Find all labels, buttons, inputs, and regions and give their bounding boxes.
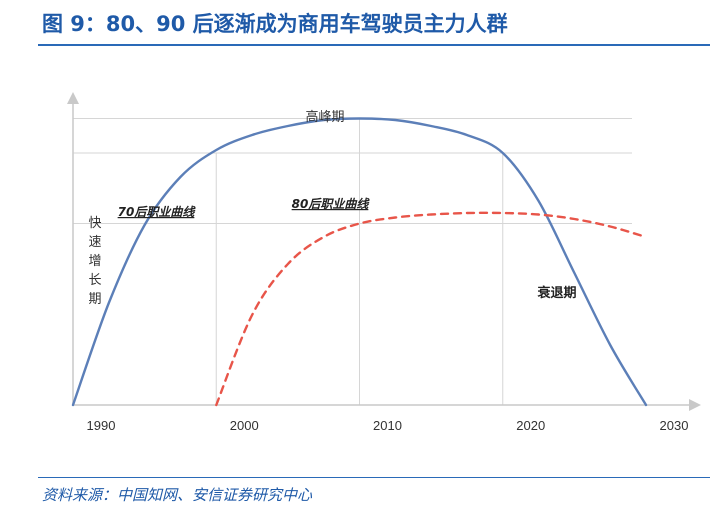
figure-title: 图 9：80、90 后逐渐成为商用车驾驶员主力人群 xyxy=(42,12,508,36)
axes xyxy=(67,92,701,411)
curve70-label: 70后职业曲线 xyxy=(118,205,197,219)
curve80-label: 80后职业曲线 xyxy=(292,197,371,211)
x-tick-2010: 2010 xyxy=(373,418,402,433)
growth-char-2: 增 xyxy=(88,254,101,269)
x-tick-1990: 1990 xyxy=(87,418,116,433)
series xyxy=(71,117,648,407)
gridlines xyxy=(73,118,632,405)
source-divider xyxy=(38,477,710,478)
title-divider xyxy=(38,44,710,46)
growth-char-1: 速 xyxy=(88,235,101,250)
x-tick-labels: 1990 2000 2010 2020 2030 xyxy=(87,418,689,433)
series-line-0 xyxy=(71,117,648,407)
growth-char-4: 期 xyxy=(88,292,101,307)
x-tick-2030: 2030 xyxy=(660,418,689,433)
source-note: 资料来源：中国知网、安信证券研究中心 xyxy=(42,486,313,504)
series-line-1 xyxy=(215,211,648,407)
career-curve-chart: 1990 2000 2010 2020 2030 高峰期 70后职业曲线 80后职业曲线… xyxy=(67,92,701,433)
x-tick-2000: 2000 xyxy=(230,418,259,433)
decline-label: 衰退期 xyxy=(536,285,576,301)
x-tick-2020: 2020 xyxy=(516,418,545,433)
growth-char-0: 快 xyxy=(88,216,101,231)
growth-char-3: 长 xyxy=(88,273,101,288)
peak-label: 高峰期 xyxy=(305,109,344,125)
